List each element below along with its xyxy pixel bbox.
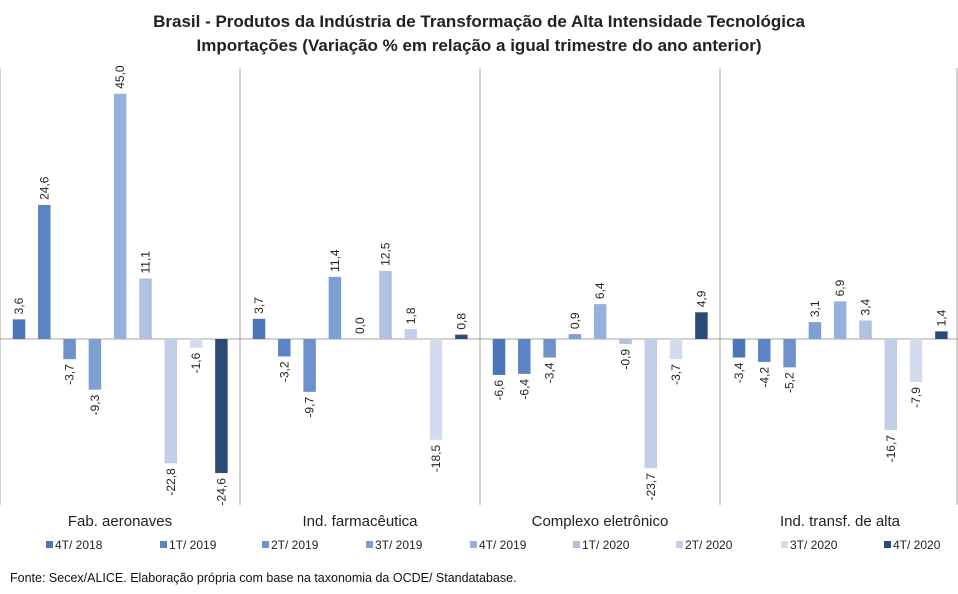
data-label: -23,7 <box>644 473 658 501</box>
category-label: Complexo eletrônico <box>532 513 669 530</box>
legend-swatch <box>676 541 683 548</box>
bar <box>859 320 872 339</box>
bar <box>884 339 898 431</box>
bar <box>808 322 822 339</box>
bar <box>189 339 203 348</box>
legend-label: 3T/ 2020 <box>790 538 838 552</box>
data-label: -5,2 <box>783 372 797 393</box>
source-note: Fonte: Secex/ALICE. Elaboração própria c… <box>10 571 517 585</box>
data-label: -7,9 <box>909 387 923 408</box>
data-label: 4,9 <box>694 290 708 307</box>
bar <box>164 339 178 464</box>
data-label: -3,7 <box>63 364 77 385</box>
data-label: -16,7 <box>884 435 898 463</box>
chart-title-line-2: Importações (Variação % em relação a igu… <box>196 36 762 55</box>
bar <box>833 301 847 339</box>
bar <box>669 339 683 360</box>
bar <box>379 270 392 339</box>
bar <box>252 318 266 339</box>
data-label: -24,6 <box>214 478 228 506</box>
data-label: 1,8 <box>404 307 418 324</box>
chart-title-line-1: Brasil - Produtos da Indústria de Transf… <box>153 12 805 31</box>
data-label: 6,4 <box>593 282 607 299</box>
data-label: -9,7 <box>303 397 317 418</box>
bar <box>455 334 468 339</box>
bar <box>593 304 607 339</box>
data-label: 6,9 <box>833 279 847 296</box>
data-label: 1,4 <box>934 309 948 326</box>
data-label: -6,4 <box>517 379 531 400</box>
data-label: -6,6 <box>492 380 506 401</box>
legend-label: 4T/ 2019 <box>479 538 527 552</box>
data-label: 0,9 <box>568 312 582 329</box>
bar <box>429 339 443 440</box>
data-label: -1,6 <box>189 352 203 373</box>
legend-label: 2T/ 2019 <box>271 538 319 552</box>
legend-label: 4T/ 2018 <box>55 538 103 552</box>
legend-swatch <box>366 541 373 548</box>
legend-swatch <box>46 541 53 548</box>
data-label: -3,2 <box>277 361 291 382</box>
data-label: -4,2 <box>757 367 771 388</box>
bar <box>619 339 632 344</box>
data-label: 0,8 <box>454 313 468 330</box>
data-label: 0,0 <box>353 317 367 334</box>
bar <box>935 331 948 339</box>
bar <box>63 339 76 360</box>
bar <box>38 204 51 339</box>
bar <box>783 339 796 368</box>
bar <box>732 339 746 358</box>
legend-swatch <box>470 541 477 548</box>
bar <box>492 339 506 375</box>
bar <box>695 312 708 339</box>
legend-label: 1T/ 2020 <box>582 538 630 552</box>
category-label: Ind. transf. de alta <box>780 513 901 530</box>
bar <box>543 339 556 358</box>
data-label: -3,7 <box>669 364 683 385</box>
legend-swatch <box>781 541 788 548</box>
bar <box>404 329 418 339</box>
legend-label: 3T/ 2019 <box>375 538 423 552</box>
bar <box>758 339 771 362</box>
data-label: 24,6 <box>37 176 51 200</box>
data-label: 3,4 <box>859 298 873 315</box>
legend-swatch <box>160 541 167 548</box>
data-label: -3,4 <box>732 362 746 383</box>
bar <box>568 334 582 339</box>
legend-swatch <box>262 541 269 548</box>
data-label: 12,5 <box>379 242 393 266</box>
legend-swatch <box>573 541 580 548</box>
bar <box>215 339 228 474</box>
data-label: -0,9 <box>619 349 633 370</box>
legend-label: 2T/ 2020 <box>685 538 733 552</box>
bar <box>139 278 152 339</box>
data-label: -18,5 <box>429 445 443 473</box>
bar <box>88 339 102 390</box>
bar <box>278 339 291 357</box>
bar <box>328 276 342 339</box>
bar <box>518 339 531 374</box>
data-label: 11,4 <box>328 249 342 272</box>
bar <box>113 93 127 339</box>
category-label: Ind. farmacêutica <box>302 513 418 530</box>
bar <box>909 339 923 383</box>
legend-label: 4T/ 2020 <box>893 538 941 552</box>
data-label: -3,4 <box>543 362 557 383</box>
data-label: 11,1 <box>139 251 153 274</box>
chart-title: Brasil - Produtos da Indústria de Transf… <box>0 10 958 58</box>
data-label: 45,0 <box>113 65 127 89</box>
bar <box>644 339 658 469</box>
data-label: 3,6 <box>12 297 26 314</box>
data-label: -9,3 <box>88 394 102 415</box>
category-label: Fab. aeronaves <box>68 513 172 530</box>
data-label: 3,7 <box>252 297 266 314</box>
legend-label: 1T/ 2019 <box>169 538 217 552</box>
bar <box>303 339 316 392</box>
bar <box>12 319 26 339</box>
data-label: -22,8 <box>164 468 178 496</box>
legend-swatch <box>884 541 891 548</box>
data-label: 3,1 <box>808 300 822 317</box>
